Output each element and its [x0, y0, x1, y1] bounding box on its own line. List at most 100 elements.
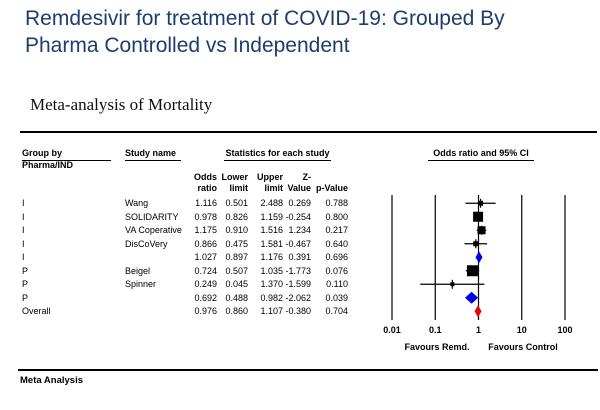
cell-p_value: 0.110	[326, 279, 348, 289]
favours-left-label: Favours Remd.	[404, 342, 470, 352]
footer-label: Meta Analysis	[20, 375, 84, 386]
table-row: I DisCoVery 0.866 0.475 1.581 -0.467 0.640	[0, 238, 600, 252]
study-square	[466, 265, 478, 277]
cell-study: DisCoVery	[125, 238, 168, 249]
study-square	[473, 211, 484, 222]
cell-study: Beigel	[125, 265, 151, 276]
cell-p_value: 0.788	[325, 198, 348, 208]
x-axis-tick-label: 0.1	[428, 325, 442, 335]
cell-upper_limit: 2.488	[260, 198, 283, 208]
cell-lower_limit: 0.501	[225, 198, 248, 208]
table-row: P 0.692 0.488 0.982 -2.062 0.039	[0, 292, 600, 306]
cell-lower_limit: 0.045	[225, 279, 248, 289]
column-header-lower-limit: Lower limit	[221, 172, 248, 193]
cell-upper_limit: 1.516	[260, 225, 283, 235]
page-title: Remdesivir for treatment of COVID-19: Gr…	[25, 5, 585, 59]
cell-lower_limit: 0.507	[225, 265, 248, 276]
table-row: P Beigel 0.724 0.507 1.035 -1.773 0.076	[0, 265, 600, 279]
cell-odds_ratio: 0.724	[194, 265, 217, 276]
cell-z_value: -1.599	[285, 279, 311, 289]
cell-study: Wang	[125, 198, 149, 208]
cell-odds_ratio: 0.692	[194, 292, 217, 303]
cell-lower_limit: 0.488	[225, 292, 248, 303]
cell-group: I	[22, 211, 25, 222]
cell-p_value: 0.696	[325, 252, 348, 262]
study-square	[477, 226, 486, 235]
cell-lower_limit: 0.897	[225, 252, 248, 262]
cell-lower_limit: 0.910	[225, 225, 248, 235]
top-divider	[20, 131, 597, 133]
column-header-upper-limit: Upper limit	[256, 172, 283, 193]
analysis-subtitle: Meta-analysis of Mortality	[30, 95, 213, 114]
cell-lower_limit: 0.826	[225, 211, 248, 222]
favours-right-label: Favours Control	[488, 342, 558, 352]
cell-z_value: -0.467	[285, 238, 311, 249]
table-row: I SOLIDARITY 0.978 0.826 1.159 -0.254 0.800	[0, 211, 600, 225]
column-header-statistics: Statistics for each study	[224, 148, 331, 161]
column-header-group-by: Group by	[22, 148, 111, 161]
x-axis-tick-label: 0.01	[383, 325, 401, 335]
cell-upper_limit: 1.370	[260, 279, 283, 289]
cell-upper_limit: 1.035	[260, 265, 283, 276]
column-header-odds-ratio-ci: Odds ratio and 95% CI	[428, 148, 534, 161]
cell-odds_ratio: 0.978	[194, 211, 217, 222]
column-header-z-value: Z-Value	[287, 172, 311, 193]
cell-group: P	[22, 265, 29, 276]
overall-diamond	[474, 305, 482, 318]
cell-p_value: 0.640	[325, 238, 348, 249]
study-square	[473, 241, 479, 247]
cell-odds_ratio: 0.976	[194, 306, 217, 316]
cell-lower_limit: 0.475	[225, 238, 248, 249]
cell-p_value: 0.704	[325, 306, 348, 316]
column-header-odds-ratio: Odds ratio	[193, 172, 217, 193]
column-header-p-value: p-Value	[315, 183, 348, 193]
cell-group: I	[22, 238, 25, 249]
cell-p_value: 0.076	[325, 265, 348, 276]
x-axis-tick-label: 1	[475, 325, 481, 335]
cell-p_value: 0.039	[325, 292, 348, 303]
cell-study: VA Coperative	[125, 225, 182, 235]
table-row: I VA Coperative 1.175 0.910 1.516 1.234 0.217	[0, 224, 600, 238]
cell-group: Overall	[22, 306, 51, 316]
cell-z_value: -2.062	[285, 292, 311, 303]
page-title-line1: Remdesivir for treatment of COVID-19: Gr…	[25, 7, 505, 30]
table-row: I 1.027 0.897 1.176 0.391 0.696	[0, 251, 600, 265]
cell-group: I	[22, 198, 25, 208]
table-row: I Wang 1.116 0.501 2.488 0.269 0.788	[0, 197, 600, 211]
x-axis-tick-label: 100	[557, 325, 573, 335]
cell-z_value: -1.773	[285, 265, 311, 276]
cell-z_value: 0.269	[288, 198, 311, 208]
cell-upper_limit: 1.107	[260, 306, 283, 316]
cell-z_value: -0.380	[285, 306, 311, 316]
cell-odds_ratio: 1.175	[194, 225, 217, 235]
study-square	[478, 200, 484, 206]
cell-odds_ratio: 0.866	[194, 238, 217, 249]
cell-upper_limit: 1.159	[260, 211, 283, 222]
cell-lower_limit: 0.860	[225, 306, 248, 316]
column-header-group-by-sub: Pharma/IND	[22, 160, 74, 170]
cell-upper_limit: 0.982	[260, 292, 283, 303]
cell-group: P	[22, 292, 29, 303]
cell-z_value: 0.391	[288, 252, 311, 262]
cell-upper_limit: 1.581	[260, 238, 283, 249]
cell-odds_ratio: 1.116	[195, 198, 217, 208]
group-summary-diamond	[475, 251, 483, 264]
group-summary-diamond	[465, 291, 479, 304]
x-axis-tick-label: 10	[516, 325, 527, 335]
cell-upper_limit: 1.176	[260, 252, 283, 262]
cell-p_value: 0.217	[325, 225, 348, 235]
table-row: P Spinner 0.249 0.045 1.370 -1.599 0.110	[0, 278, 600, 292]
table-row: Overall 0.976 0.860 1.107 -0.380 0.704	[0, 305, 600, 319]
bottom-divider	[18, 369, 598, 371]
cell-study: Spinner	[125, 279, 157, 289]
cell-z_value: -0.254	[285, 211, 311, 222]
cell-odds_ratio: 1.027	[194, 252, 217, 262]
cell-odds_ratio: 0.249	[194, 279, 217, 289]
cell-group: I	[22, 252, 25, 262]
cell-study: SOLIDARITY	[125, 211, 179, 222]
page-title-line2: Pharma Controlled vs Independent	[25, 34, 350, 57]
column-header-study-name: Study name	[125, 148, 181, 161]
study-square	[450, 282, 455, 287]
